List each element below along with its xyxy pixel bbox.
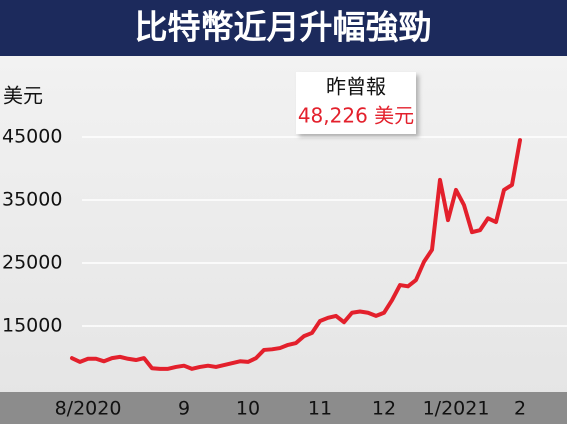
x-axis-band [0,392,567,424]
x-tick-label: 8/2020 [55,398,122,420]
title-banner [0,0,567,56]
x-tick-label: 12 [372,398,396,420]
x-tick-label: 9 [178,398,190,420]
price-line [70,138,522,371]
annotation-title: 昨曾報 [326,75,386,99]
y-axis-label: 美元 [3,84,43,108]
y-tick-label: 45000 [2,126,62,148]
x-tick-label: 2 [514,398,526,420]
y-tick-label: 25000 [2,252,62,274]
x-tick-label: 11 [308,398,332,420]
y-tick-label: 35000 [2,189,62,211]
annotation-value: 48,226 美元 [298,104,414,128]
y-tick-label: 15000 [2,315,62,337]
chart-title: 比特幣近月升幅強勁 [135,8,432,47]
annotation-box [296,72,416,134]
x-tick-label: 10 [236,398,260,420]
x-tick-label: 1/2021 [423,398,490,420]
